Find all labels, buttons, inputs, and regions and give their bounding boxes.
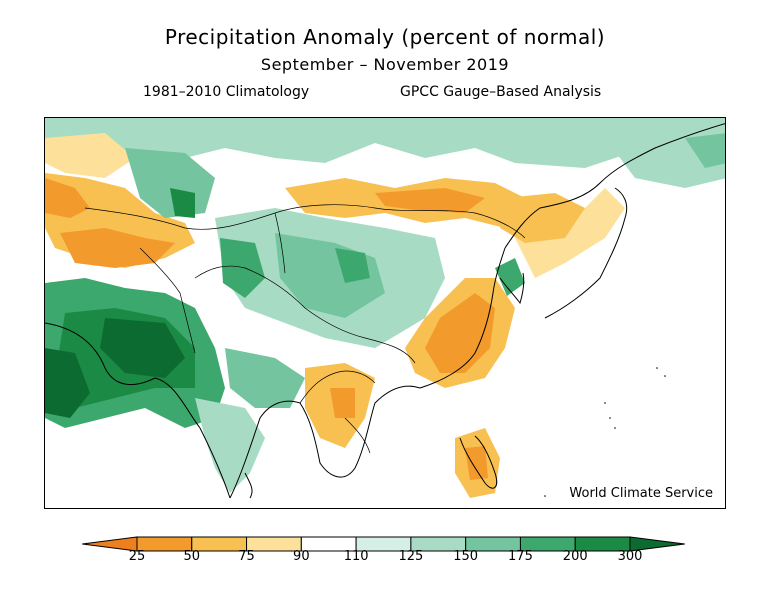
- anomaly-patch-arabian-dark: [45, 348, 90, 418]
- map-credit: World Climate Service: [567, 486, 715, 501]
- island-dots: [544, 367, 666, 497]
- colorbar-tick-label: 50: [183, 549, 201, 564]
- colorbar-tick-label: 75: [238, 549, 255, 564]
- anomaly-patch-kazakh-dark: [170, 188, 195, 218]
- anomaly-patch-south-india: [195, 398, 265, 493]
- anomaly-patch-india-darkest: [100, 318, 185, 378]
- anomaly-patch-west-china-dark: [220, 238, 265, 298]
- colorbar-tick-label: 300: [617, 549, 643, 564]
- analysis-label: GPCC Gauge–Based Analysis: [400, 84, 602, 100]
- colorbar-tick-label: 90: [293, 549, 310, 564]
- anomaly-patch-se-china-orange: [425, 293, 495, 373]
- anomaly-patch-mongolia-dry-core: [375, 188, 485, 213]
- anomaly-patch-philippines-core: [465, 446, 488, 480]
- anomaly-patch-north-green: [45, 118, 725, 168]
- date-range-subtitle: September – November 2019: [260, 55, 510, 74]
- colorbar-tick-label: 175: [508, 549, 533, 564]
- anomaly-patch-tibet-dark: [335, 248, 370, 283]
- anomaly-patch-japan-dry: [515, 188, 625, 278]
- anomaly-patch-central-asia-orange: [60, 228, 175, 268]
- anomaly-patch-korea-green: [495, 258, 525, 296]
- climatology-label: 1981–2010 Climatology: [143, 84, 310, 100]
- anomaly-patch-indochina-core: [330, 388, 355, 418]
- anomaly-patch-north-yellow: [45, 133, 135, 178]
- anomaly-patch-east-india-green: [225, 348, 305, 408]
- precipitation-map: World Climate Service: [44, 117, 726, 509]
- coastline-outline: [45, 123, 725, 499]
- colorbar-tick-label: 25: [128, 549, 146, 564]
- colorbar-arrow-high: [629, 536, 685, 552]
- colorbar-tick-label: 200: [562, 549, 588, 564]
- country-borders: [84, 204, 526, 454]
- colorbar-tick-label: 150: [453, 549, 479, 564]
- anomaly-patch-kamchatka-dark: [685, 133, 725, 168]
- map-canvas: [45, 118, 725, 508]
- colorbar-tick-label: 110: [343, 549, 369, 564]
- anomaly-patch-northwest-orange: [45, 178, 90, 218]
- colorbar-tick-label: 125: [398, 549, 424, 564]
- colorbar-legend: [82, 536, 685, 552]
- chart-title: Precipitation Anomaly (percent of normal…: [164, 25, 606, 49]
- anomaly-patch-manchuria-dry: [500, 193, 585, 243]
